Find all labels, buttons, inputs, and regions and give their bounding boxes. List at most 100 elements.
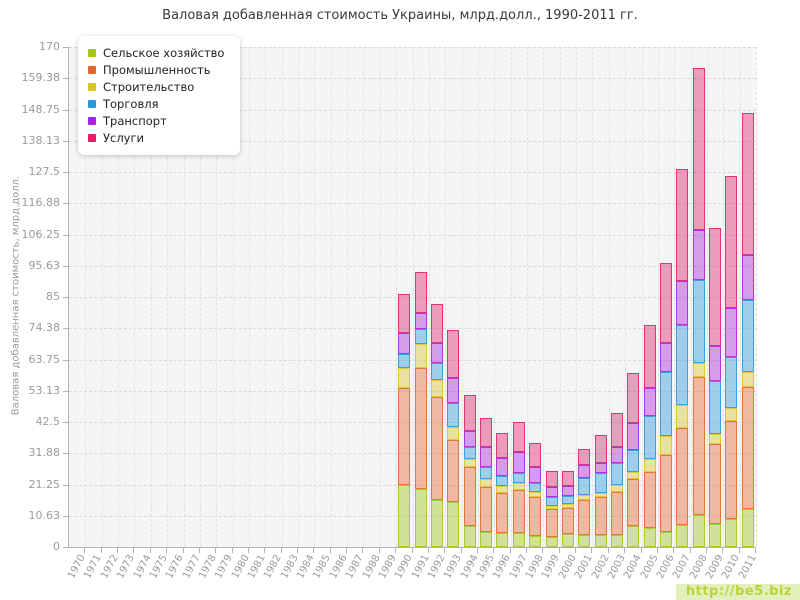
bar-segment-1996[interactable] (496, 432, 509, 459)
bar-segment-2005[interactable] (643, 527, 656, 547)
bar-segment-2000[interactable] (561, 471, 574, 487)
bar-segment-1992[interactable] (431, 499, 444, 547)
bar-segment-1999[interactable] (545, 536, 558, 547)
bar-segment-2002[interactable] (594, 473, 607, 494)
bar-segment-1992[interactable] (431, 396, 444, 500)
bar-segment-2005[interactable] (643, 416, 656, 460)
bar-segment-1998[interactable] (529, 491, 542, 498)
bar-segment-2006[interactable] (660, 372, 673, 437)
bar-segment-1997[interactable] (512, 489, 525, 534)
bar-segment-2000[interactable] (561, 534, 574, 547)
bar-segment-1993[interactable] (447, 378, 460, 404)
bar-segment-2007[interactable] (676, 281, 689, 325)
bar-segment-1993[interactable] (447, 501, 460, 547)
bar-segment-1994[interactable] (463, 467, 476, 527)
legend-item-1[interactable]: Сельское хозяйство (88, 46, 224, 60)
bar-segment-2002[interactable] (594, 434, 607, 463)
bar-segment-1991[interactable] (414, 344, 427, 369)
bar-segment-1997[interactable] (512, 451, 525, 473)
bar-segment-2009[interactable] (709, 524, 722, 547)
bar-segment-2009[interactable] (709, 444, 722, 525)
bar-segment-2003[interactable] (610, 484, 623, 492)
bar-segment-2003[interactable] (610, 463, 623, 485)
bar-segment-1995[interactable] (480, 447, 493, 468)
bar-2004[interactable] (627, 372, 640, 547)
bar-segment-1999[interactable] (545, 509, 558, 537)
bar-segment-1999[interactable] (545, 471, 558, 488)
bar-2009[interactable] (709, 228, 722, 547)
bar-segment-1994[interactable] (463, 526, 476, 547)
bar-2001[interactable] (578, 449, 591, 547)
bar-1998[interactable] (529, 442, 542, 547)
bar-segment-1997[interactable] (512, 421, 525, 452)
bar-segment-1999[interactable] (545, 497, 558, 507)
bar-segment-2009[interactable] (709, 228, 722, 346)
bar-segment-2000[interactable] (561, 507, 574, 535)
bar-2003[interactable] (610, 413, 623, 547)
bar-segment-2006[interactable] (660, 436, 673, 455)
bar-2006[interactable] (660, 263, 673, 547)
bar-1990[interactable] (398, 294, 411, 547)
bar-segment-1999[interactable] (545, 487, 558, 498)
bar-segment-2003[interactable] (610, 534, 623, 547)
bar-segment-1991[interactable] (414, 272, 427, 313)
bar-segment-2002[interactable] (594, 534, 607, 547)
bar-segment-2002[interactable] (594, 462, 607, 474)
bar-segment-1996[interactable] (496, 493, 509, 533)
watermark-link[interactable]: http://be5.biz (675, 584, 800, 600)
bar-segment-1998[interactable] (529, 536, 542, 547)
bar-segment-2011[interactable] (741, 372, 754, 388)
bar-segment-2011[interactable] (741, 299, 754, 373)
bar-segment-2001[interactable] (578, 464, 591, 479)
bar-segment-1990[interactable] (398, 368, 411, 388)
bar-segment-2003[interactable] (610, 491, 623, 535)
bar-segment-2006[interactable] (660, 454, 673, 532)
bar-segment-1992[interactable] (431, 379, 444, 397)
bar-segment-2000[interactable] (561, 504, 574, 508)
bar-segment-2005[interactable] (643, 471, 656, 528)
bar-segment-2011[interactable] (741, 113, 754, 255)
legend-item-5[interactable]: Транспорт (88, 114, 224, 128)
bar-segment-2008[interactable] (692, 363, 705, 377)
bar-1996[interactable] (496, 432, 509, 547)
bar-segment-2006[interactable] (660, 342, 673, 373)
bar-1991[interactable] (414, 272, 427, 547)
bar-segment-1990[interactable] (398, 294, 411, 334)
bar-segment-2010[interactable] (725, 407, 738, 421)
bar-segment-1998[interactable] (529, 442, 542, 468)
bar-segment-2008[interactable] (692, 68, 705, 230)
bar-segment-1998[interactable] (529, 482, 542, 492)
legend-item-2[interactable]: Промышленность (88, 63, 224, 77)
bar-segment-2009[interactable] (709, 434, 722, 445)
bar-segment-2001[interactable] (578, 478, 591, 495)
bar-1995[interactable] (480, 418, 493, 547)
bar-segment-2009[interactable] (709, 380, 722, 435)
bar-segment-1994[interactable] (463, 430, 476, 448)
bar-segment-2001[interactable] (578, 534, 591, 547)
bar-segment-1991[interactable] (414, 312, 427, 330)
bar-segment-2010[interactable] (725, 308, 738, 357)
bar-segment-2010[interactable] (725, 420, 738, 520)
bar-1993[interactable] (447, 330, 460, 547)
bar-2008[interactable] (692, 68, 705, 547)
bar-segment-2004[interactable] (627, 422, 640, 450)
bar-segment-2007[interactable] (676, 427, 689, 525)
bar-segment-2004[interactable] (627, 449, 640, 472)
bar-segment-1993[interactable] (447, 427, 460, 440)
bar-segment-2002[interactable] (594, 493, 607, 498)
bar-segment-1997[interactable] (512, 482, 525, 490)
bar-1997[interactable] (512, 421, 525, 547)
bar-segment-2001[interactable] (578, 494, 591, 500)
bar-2005[interactable] (643, 324, 656, 547)
bar-segment-2007[interactable] (676, 524, 689, 547)
bar-segment-1995[interactable] (480, 531, 493, 547)
bar-segment-1996[interactable] (496, 458, 509, 477)
bar-segment-1997[interactable] (512, 533, 525, 547)
bar-2010[interactable] (725, 176, 738, 547)
bar-segment-2008[interactable] (692, 376, 705, 515)
bar-segment-2005[interactable] (643, 387, 656, 417)
bar-segment-1992[interactable] (431, 363, 444, 380)
bar-segment-1992[interactable] (431, 304, 444, 344)
bar-segment-2000[interactable] (561, 486, 574, 497)
bar-segment-2008[interactable] (692, 229, 705, 280)
